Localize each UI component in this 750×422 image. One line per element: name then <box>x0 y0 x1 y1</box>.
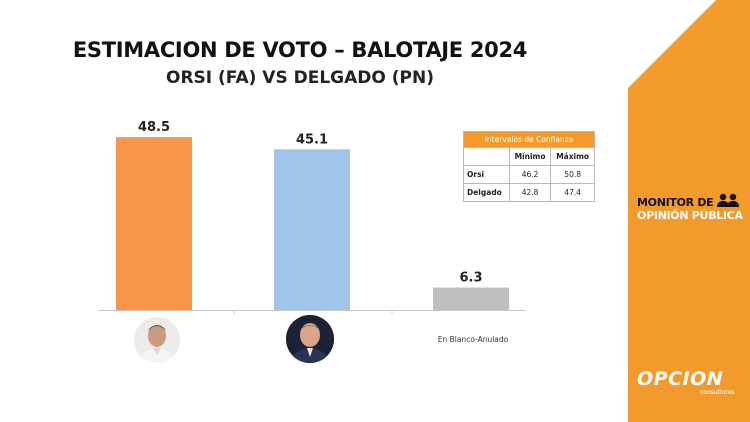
ci-row-min: 46.2 <box>508 165 552 184</box>
chart-title: ESTIMACION DE VOTO – BALOTAJE 2024 <box>72 38 528 62</box>
delgado-photo <box>286 315 334 363</box>
ci-row-max: 50.8 <box>550 165 595 184</box>
bar-en-blanco-anulado <box>433 287 509 310</box>
ci-row-min: 42.8 <box>508 183 552 202</box>
ci-table-title: Intervalos de Confianza <box>463 131 595 148</box>
people-icon <box>717 193 739 207</box>
monitor-line2: OPINIÓN PÚBLICA <box>637 209 743 222</box>
bar-orsi <box>116 137 192 310</box>
ci-header-max: Máximo <box>550 147 595 166</box>
bar-value-label: 45.1 <box>296 132 328 147</box>
confidence-interval-table: Intervalos de Confianza Mínimo Máximo Or… <box>463 131 595 202</box>
blank-null-label: En Blanco-Anulado <box>437 335 509 344</box>
monitor-line1: MONITOR DE <box>637 196 714 209</box>
ci-row-orsi: Orsi 46.2 50.8 <box>463 165 595 184</box>
bar-value-label: 48.5 <box>138 120 170 135</box>
orsi-photo <box>134 317 180 363</box>
ci-row-label: Delgado <box>463 183 510 202</box>
side-panel <box>628 0 750 422</box>
ci-row-label: Orsi <box>463 165 510 184</box>
opcion-sub-logo: consultores <box>700 389 735 396</box>
monitor-logo: MONITOR DE OPINIÓN PÚBLICA <box>637 193 745 222</box>
opcion-logo: OPCION <box>637 368 724 390</box>
chart-subtitle: ORSI (FA) VS DELGADO (PN) <box>166 68 434 88</box>
bar-chart: 48.5 45.1 6.3 <box>98 120 526 314</box>
ci-header-min: Mínimo <box>508 147 552 166</box>
ci-row-delgado: Delgado 42.8 47.4 <box>463 183 595 202</box>
bar-delgado <box>274 149 350 310</box>
bar-value-label: 6.3 <box>459 271 482 286</box>
ci-row-max: 47.4 <box>550 183 595 202</box>
ci-header-empty <box>463 147 510 166</box>
